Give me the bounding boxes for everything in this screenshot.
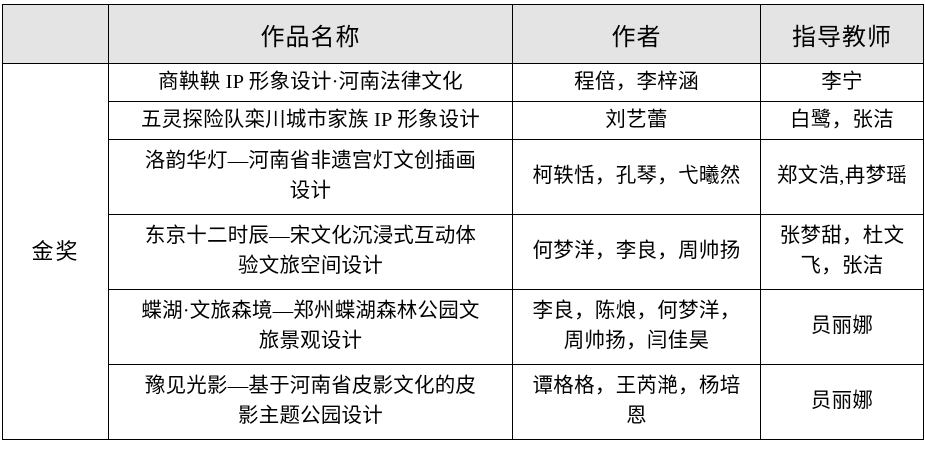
table-row: 蝶湖·文旅森境—郑州蝶湖森林公园文 旅景观设计 李良，陈烺，何梦洋， 周帅扬，闫…	[3, 289, 924, 365]
table-row: 东京十二时辰—宋文化沉浸式互动体 验文旅空间设计 何梦洋，李良，周帅扬 张梦甜，…	[3, 214, 924, 290]
award-winners-table: 作品名称 作者 指导教师 金奖 商鞅鞅 IP 形象设计·河南法律文化 程倍，李梓…	[2, 4, 924, 440]
table-row: 五灵探险队栾川城市家族 IP 形象设计 刘艺蕾 白鹭，张洁	[3, 101, 924, 140]
teacher-cell: 郑文浩,冉梦瑶	[760, 139, 924, 215]
author-cell: 何梦洋，李良，周帅扬	[512, 214, 761, 290]
author-cell: 柯轶恬，孔琴，弋曦然	[512, 139, 761, 215]
author-cell: 李良，陈烺，何梦洋， 周帅扬，闫佳昊	[512, 289, 761, 365]
table-row: 金奖 商鞅鞅 IP 形象设计·河南法律文化 程倍，李梓涵 李宁	[2, 63, 924, 440]
column-header-grade	[2, 4, 109, 64]
author-text: 李良，陈烺，何梦洋， 周帅扬，闫佳昊	[532, 300, 741, 352]
work-title-cell: 商鞅鞅 IP 形象设计·河南法律文化	[108, 63, 513, 102]
teacher-text: 张梦甜，杜文 飞，张洁	[779, 225, 905, 277]
teacher-text: 李宁	[821, 70, 863, 93]
table-row: 洛韵华灯—河南省非遗宫灯文创插画 设计 柯轶恬，孔琴，弋曦然 郑文浩,冉梦瑶	[3, 139, 924, 215]
teacher-text: 员丽娜	[810, 315, 874, 338]
author-cell: 刘艺蕾	[512, 101, 761, 140]
author-text: 柯轶恬，孔琴，弋曦然	[532, 165, 741, 188]
author-text: 程倍，李梓涵	[574, 70, 699, 93]
work-title-cell: 豫见光影—基于河南省皮影文化的皮 影主题公园设计	[108, 364, 513, 440]
teacher-cell: 李宁	[760, 63, 924, 102]
author-cell: 程倍，李梓涵	[512, 63, 761, 102]
work-title-cell: 蝶湖·文旅森境—郑州蝶湖森林公园文 旅景观设计	[108, 289, 513, 365]
teacher-cell: 员丽娜	[760, 364, 924, 440]
work-title-text: 蝶湖·文旅森境—郑州蝶湖森林公园文 旅景观设计	[141, 300, 480, 352]
work-title-cell: 东京十二时辰—宋文化沉浸式互动体 验文旅空间设计	[108, 214, 513, 290]
grade-group-cell: 金奖	[2, 63, 109, 440]
author-text: 何梦洋，李良，周帅扬	[532, 240, 741, 263]
teacher-cell: 员丽娜	[760, 289, 924, 365]
teacher-text: 员丽娜	[810, 390, 874, 413]
author-text: 刘艺蕾	[605, 108, 668, 131]
teacher-cell: 白鹭，张洁	[760, 101, 924, 140]
work-title-text: 豫见光影—基于河南省皮影文化的皮 影主题公园设计	[144, 375, 477, 427]
author-cell: 谭格格，王芮滟，杨培 恩	[512, 364, 761, 440]
work-title-text: 商鞅鞅 IP 形象设计·河南法律文化	[158, 70, 463, 93]
table-row: 豫见光影—基于河南省皮影文化的皮 影主题公园设计 谭格格，王芮滟，杨培 恩 员丽…	[3, 364, 924, 440]
work-title-text: 五灵探险队栾川城市家族 IP 形象设计	[140, 108, 481, 131]
header-row: 作品名称 作者 指导教师	[2, 4, 924, 64]
teacher-text: 白鹭，张洁	[790, 108, 894, 131]
author-text: 谭格格，王芮滟，杨培 恩	[532, 375, 741, 427]
column-header-title: 作品名称	[108, 4, 513, 64]
teacher-cell: 张梦甜，杜文 飞，张洁	[760, 214, 924, 290]
work-title-cell: 洛韵华灯—河南省非遗宫灯文创插画 设计	[108, 139, 513, 215]
work-title-cell: 五灵探险队栾川城市家族 IP 形象设计	[108, 101, 513, 140]
column-header-author: 作者	[512, 4, 761, 64]
teacher-text: 郑文浩,冉梦瑶	[776, 165, 908, 188]
work-title-text: 东京十二时辰—宋文化沉浸式互动体 验文旅空间设计	[144, 225, 477, 277]
work-title-text: 洛韵华灯—河南省非遗宫灯文创插画 设计	[144, 150, 477, 202]
column-header-teacher: 指导教师	[760, 4, 924, 64]
table-body: 金奖 商鞅鞅 IP 形象设计·河南法律文化 程倍，李梓涵 李宁 五灵探险队栾川城…	[2, 63, 924, 440]
table-header: 作品名称 作者 指导教师	[2, 4, 924, 64]
